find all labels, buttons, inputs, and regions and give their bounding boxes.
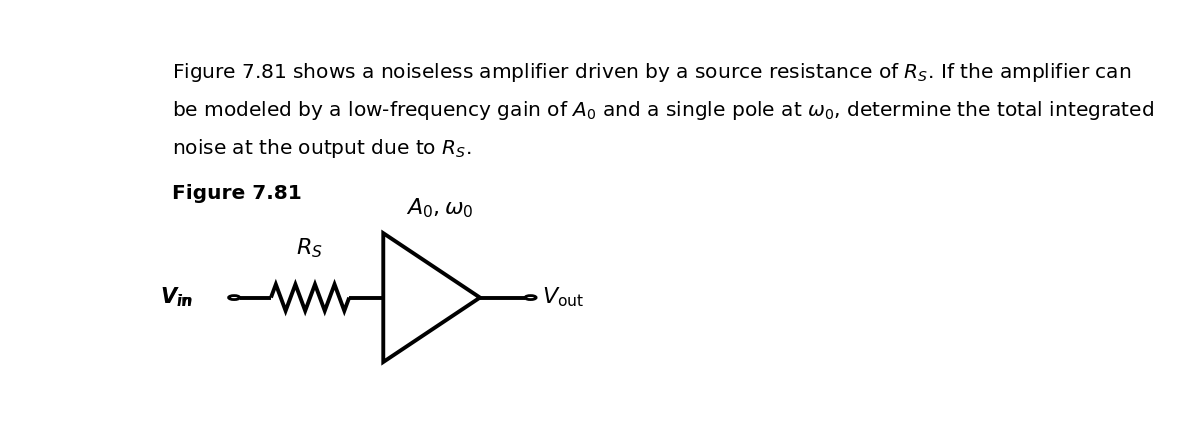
Text: $V_{\mathrm{out}}$: $V_{\mathrm{out}}$	[542, 286, 583, 309]
Text: $A_{0},\omega_0$: $A_{0},\omega_0$	[406, 196, 474, 220]
Text: Figure 7.81: Figure 7.81	[172, 184, 302, 202]
Text: $\bfit{V}_{\rm\bfit{in}}$: $\bfit{V}_{\rm\bfit{in}}$	[159, 286, 192, 309]
Text: $V_{\mathrm{in}}$: $V_{\mathrm{in}}$	[160, 286, 191, 309]
Text: Figure 7.81 shows a noiseless amplifier driven by a source resistance of $R_S$. : Figure 7.81 shows a noiseless amplifier …	[172, 61, 1132, 85]
Text: noise at the output due to $R_S$.: noise at the output due to $R_S$.	[172, 137, 472, 160]
Text: $R_S$: $R_S$	[296, 236, 323, 260]
Text: be modeled by a low-frequency gain of $A_0$ and a single pole at $\omega_0$, det: be modeled by a low-frequency gain of $A…	[172, 100, 1155, 122]
